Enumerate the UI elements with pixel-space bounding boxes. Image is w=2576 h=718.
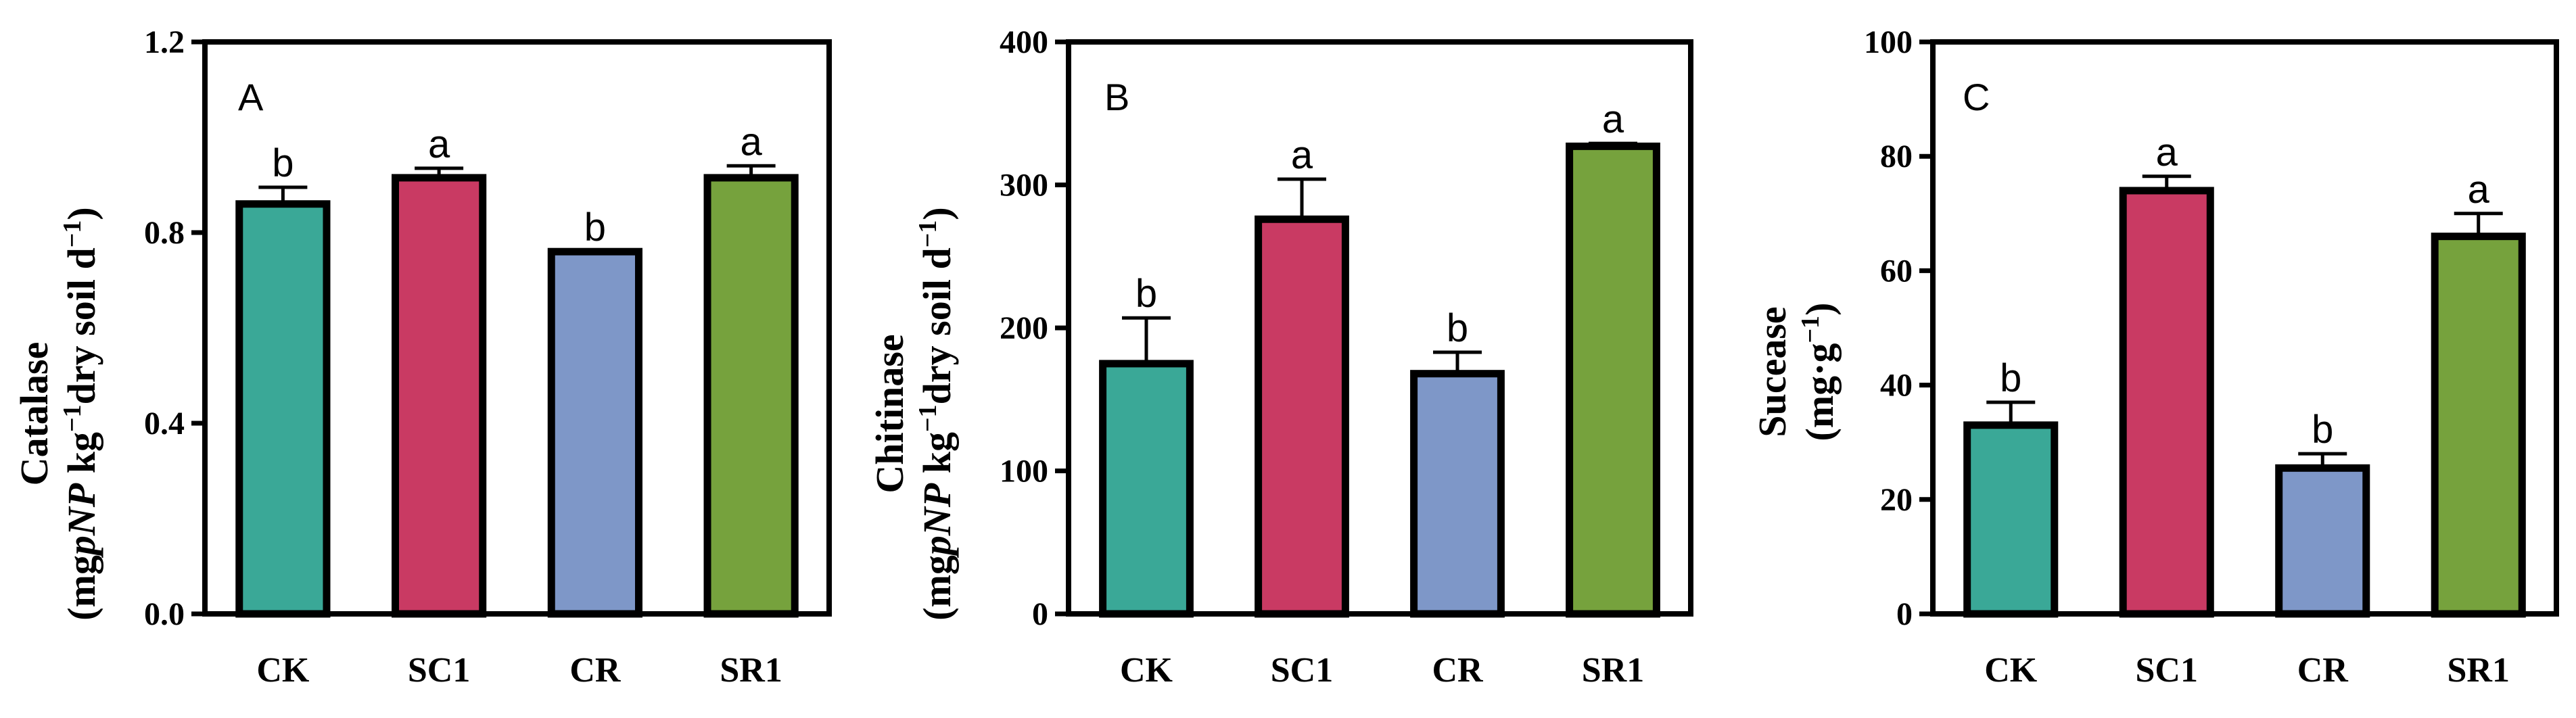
panel-b-bar-ck [1099,360,1194,618]
panel-c-ytick-label-4: 80 [1880,139,1913,174]
panel-c-sig-sc1: a [2156,130,2178,174]
panel-b-axes-frame [1066,39,1693,617]
panel-a-bar-sr1 [703,174,799,618]
panel-a-sig-cr: b [584,206,606,249]
panel-a-bar-sc1 [392,174,487,618]
panel-c-ytick-label-1: 20 [1880,482,1913,518]
panel-c-ytick-label-3: 60 [1880,253,1913,289]
panel-c-bar-sc1 [2119,187,2214,618]
panel-b-sig-cr: b [1447,306,1468,350]
panel-c-xtick-label-sc1: SC1 [2136,651,2198,690]
panel-c-bar-ck [1963,421,2059,618]
panel-a-ytick-label-0: 0.0 [144,596,185,632]
panel-c-xtick-label-sr1: SR1 [2448,651,2510,690]
panel-b-ytick-label-3: 300 [1000,168,1048,204]
panel-b-ytick-label-1: 100 [1000,454,1048,489]
panel-a-label: A [238,76,264,118]
panel-b-bar-sr1 [1566,142,1660,618]
panel-b-plot: b CK a SC1 b CR a SR1 0 100 200 300 400 [1000,24,1693,690]
panel-c-ylabel-line1: Sucease [1750,306,1794,437]
panel-b-sig-sr1: a [1602,97,1624,141]
panel-a-xtick-label-sr1: SR1 [720,651,782,690]
panel-b-xtick-label-cr: CR [1432,651,1484,690]
panel-b-ytick-label-4: 400 [1000,24,1048,60]
panel-b-ylabel-line1: Chitinase [868,334,912,493]
panel-b-sig-sc1: a [1291,133,1313,177]
panel-c-ytick-label-2: 40 [1880,368,1913,404]
panel-c-ytick-label-0: 0 [1896,596,1913,632]
panel-b-ytick-label-2: 200 [1000,310,1048,346]
panel-b: Chitinase (mgpNP kg−1dry soil d−1) b CK a S… [868,24,1693,690]
panel-a-xtick-label-ck: CK [256,651,310,690]
panel-a-axes-frame [202,39,832,617]
panel-a-sig-sc1: a [428,122,450,166]
panel-b-xtick-label-sc1: SC1 [1271,651,1333,690]
panel-b-ylabel-line2: (mgpNP kg−1dry soil d−1) [914,207,959,620]
panel-b-sig-ck: b [1135,272,1157,316]
panel-c-xtick-label-cr: CR [2297,651,2349,690]
panel-b-label: B [1104,76,1129,118]
panel-c-bar-cr [2275,464,2370,618]
panel-c-ytick-label-5: 100 [1864,24,1913,60]
panel-a-ytick-label-2: 0.8 [144,215,185,251]
panel-a-xtick-label-cr: CR [569,651,622,690]
panel-c-label: C [1963,76,1990,118]
panel-c-axes-frame [1930,39,2559,617]
panel-c-bar-sr1 [2431,233,2526,618]
panel-a-ytick-label-3: 1.2 [144,24,185,60]
panel-b-bar-cr [1410,370,1505,618]
panel-c-sig-sr1: a [2468,168,2490,212]
panel-c-sig-cr: b [2312,408,2333,452]
panel-a-xtick-label-sc1: SC1 [408,651,470,690]
panel-c-plot: b CK a SC1 b CR a SR1 0 20 40 60 80 100 [1864,24,2559,690]
panel-b-xtick-label-sr1: SR1 [1582,651,1644,690]
panel-c-sig-ck: b [2000,356,2021,400]
panel-a: Catalase (mgpNP kg−1dry soil d−1) b CK a SC… [12,24,832,690]
panel-a-sig-ck: b [272,141,294,185]
panel-a-sig-sr1: a [740,120,762,164]
panel-a-bar-ck [235,200,331,618]
panel-a-plot: b CK a SC1 b CR a SR1 0.0 0.4 0.8 1.2 [144,24,832,690]
panel-c-xtick-label-ck: CK [1984,651,2038,690]
panel-a-ytick-label-1: 0.4 [144,406,185,441]
panel-b-bar-sc1 [1255,215,1349,618]
panel-a-ylabel-line1: Catalase [12,342,56,486]
panel-b-ytick-label-0: 0 [1032,596,1048,632]
panel-b-xtick-label-ck: CK [1120,651,1173,690]
panel-c: Sucease (mg·g−1) b CK a SC1 b CR a SR1 0 20 40 60 80… [1750,24,2559,690]
panel-c-ylabel-line2: (mg·g−1) [1796,303,1842,441]
panel-a-ylabel-line2: (mgpNP kg−1dry soil d−1) [58,207,103,620]
panel-a-bar-cr [547,247,642,618]
